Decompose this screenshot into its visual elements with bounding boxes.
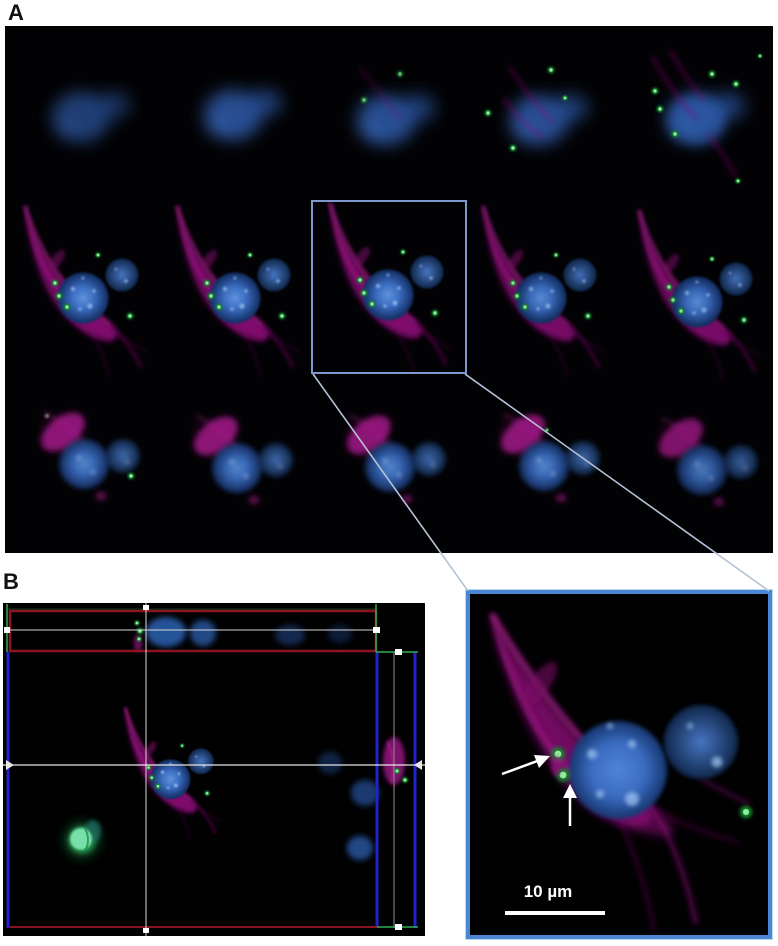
inset-cell-image (490, 613, 768, 933)
scale-bar-label: 10 µm (523, 882, 573, 901)
orthogonal-view (3, 603, 425, 936)
scale-bar (505, 911, 605, 915)
zstack-row-3 (34, 405, 758, 506)
ortho-green-blob (63, 820, 101, 859)
orthogonal-view-image (3, 603, 425, 936)
crosshair-icon (3, 603, 425, 936)
zoom-inset: 10 µm (465, 589, 773, 940)
ortho-yz-strip (383, 737, 408, 785)
panel-b-label: B (3, 569, 19, 594)
inset-cell (490, 613, 752, 933)
panel-a-label: A (8, 0, 24, 25)
arrow-icon (501, 755, 550, 776)
ortho-frame-lines (6, 604, 418, 928)
zoom-selection-box (311, 200, 467, 374)
annotation-arrows (501, 755, 577, 826)
ortho-xy-cell (125, 707, 379, 860)
zstack-row-1 (52, 49, 762, 184)
arrow-icon (563, 784, 577, 826)
zstack-montage-image (5, 49, 773, 553)
ortho-xz-strip (134, 617, 352, 652)
